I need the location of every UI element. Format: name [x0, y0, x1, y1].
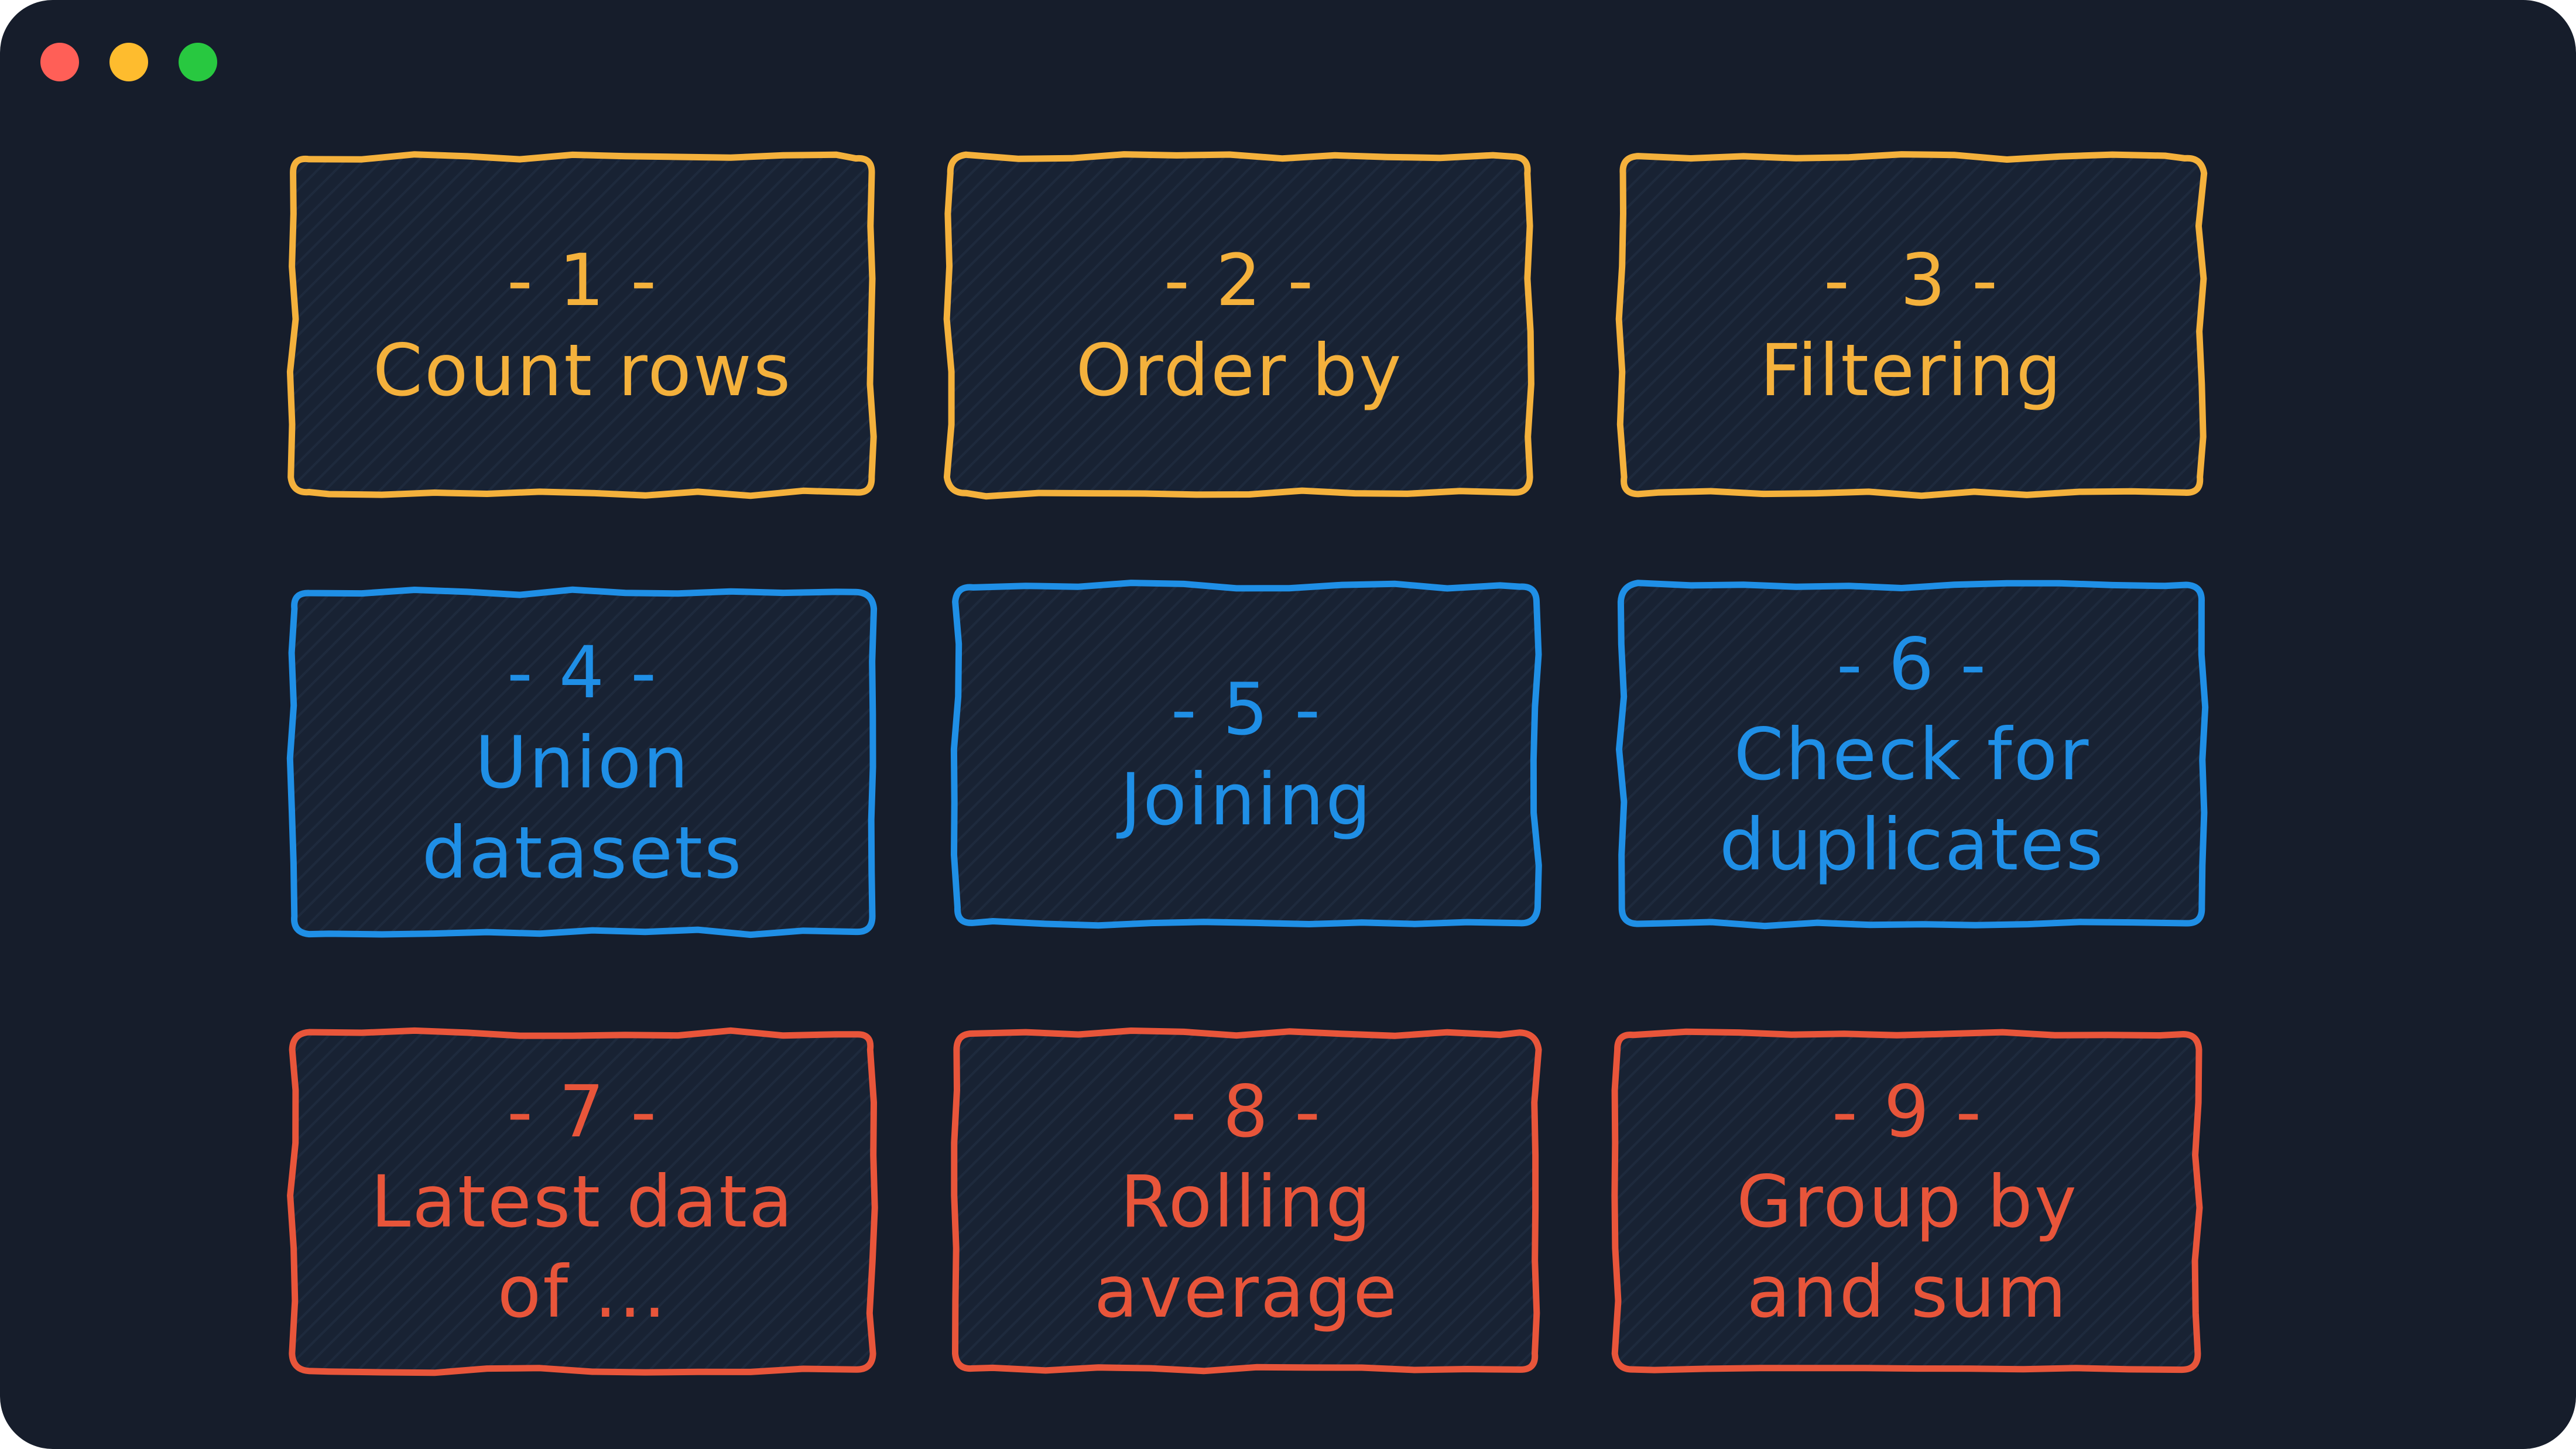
card-title-line: Latest data: [371, 1160, 794, 1244]
card-8[interactable]: - 8 - Rolling average: [951, 1027, 1542, 1375]
card-frame: [951, 1027, 1542, 1375]
card-title-line: of ...: [497, 1250, 668, 1334]
card-number: - 1 -: [506, 238, 659, 322]
card-title-line: datasets: [422, 811, 744, 895]
card-number: - 3 -: [1823, 238, 1999, 322]
card-title-line: duplicates: [1719, 803, 2105, 886]
card-border: [951, 1027, 1542, 1375]
card-6[interactable]: - 6 - Check for duplicates: [1616, 580, 2209, 930]
card-9[interactable]: - 9 - Group by and sum: [1611, 1028, 2203, 1373]
card-border: [950, 580, 1542, 929]
zoom-button[interactable]: [179, 43, 217, 81]
card-title-line: Union: [475, 721, 690, 804]
card-1[interactable]: - 1 - Count rows: [286, 151, 877, 499]
close-button[interactable]: [40, 43, 79, 81]
card-title-line: Filtering: [1760, 328, 2063, 412]
card-title-line: Group by: [1736, 1160, 2078, 1244]
card-title-line: average: [1094, 1250, 1399, 1334]
card-frame: [950, 580, 1542, 929]
card-frame: [1615, 151, 2208, 499]
card-border: [287, 1027, 878, 1376]
card-number: - 8 -: [1170, 1070, 1323, 1153]
card-title-line: Rolling: [1120, 1160, 1373, 1244]
card-2[interactable]: - 2 - Order by: [943, 151, 1534, 500]
card-number: - 2 -: [1163, 238, 1316, 322]
card-3[interactable]: - 3 - Filtering: [1615, 151, 2208, 499]
card-title-line: Joining: [1120, 758, 1373, 841]
card-border: [286, 586, 878, 938]
card-border: [943, 151, 1534, 500]
card-5[interactable]: - 5 - Joining: [950, 580, 1542, 929]
card-frame: [943, 151, 1534, 500]
card-frame: [286, 151, 877, 499]
card-title-line: Count rows: [372, 328, 793, 412]
card-4[interactable]: - 4 - Union datasets: [286, 586, 878, 938]
card-frame: [1611, 1028, 2203, 1373]
card-number: - 9 -: [1831, 1070, 1984, 1153]
card-border: [1616, 580, 2209, 930]
card-number: - 6 -: [1836, 623, 1988, 706]
card-title-line: Check for: [1734, 713, 2091, 796]
card-frame: [286, 586, 878, 938]
card-number: - 7 -: [506, 1070, 659, 1153]
card-title-line: Order by: [1075, 328, 1403, 412]
card-7[interactable]: - 7 - Latest data of ...: [287, 1027, 878, 1376]
card-number: - 5 -: [1170, 668, 1323, 751]
window-controls: [40, 43, 217, 81]
card-border: [1611, 1028, 2203, 1373]
card-number: - 4 -: [506, 631, 659, 714]
card-frame: [287, 1027, 878, 1376]
card-border: [286, 151, 877, 499]
card-border: [1615, 151, 2208, 499]
minimize-button[interactable]: [109, 43, 148, 81]
card-title-line: and sum: [1746, 1250, 2068, 1334]
card-frame: [1616, 580, 2209, 930]
